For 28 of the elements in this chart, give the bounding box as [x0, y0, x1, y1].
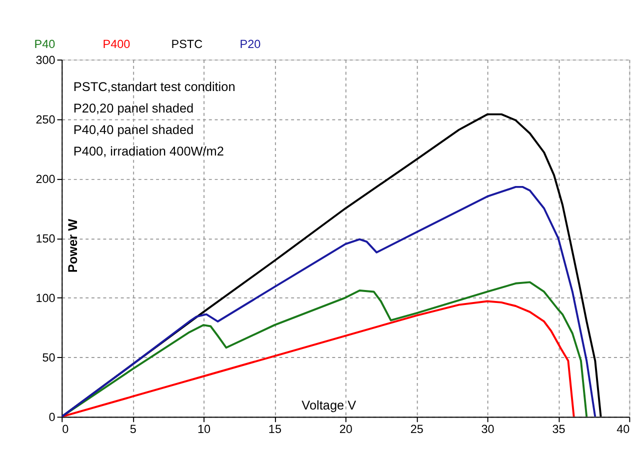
annotation: P40,40 panel shaded [73, 122, 194, 137]
y-tick-label: 250 [36, 113, 56, 126]
x-tick-label: 5 [130, 422, 137, 436]
y-tick-label: 0 [48, 411, 56, 424]
annotation: P400, irradiation 400W/m2 [73, 143, 224, 158]
x-tick-label: 15 [268, 422, 282, 436]
x-tick-label: 20 [339, 422, 353, 436]
annotation: P20,20 panel shaded [73, 100, 194, 116]
text: P400 [102, 38, 131, 51]
x-tick-label: 35 [552, 422, 566, 436]
x-tick-label: 10 [197, 422, 212, 436]
line-series [62, 300, 575, 417]
text: P40 [34, 38, 56, 51]
x-tick-label: 25 [410, 422, 424, 436]
y-tick-label: 50 [42, 352, 56, 365]
x-tick-label: 0 [62, 422, 70, 436]
text: P20 [240, 38, 262, 51]
y-tick-label: 200 [36, 173, 56, 186]
y-tick-label: 100 [36, 292, 56, 306]
y-tick-label: 300 [36, 54, 56, 67]
x-tick-label: 30 [481, 422, 495, 436]
y-axis-title: Power W [64, 218, 80, 273]
x-axis-title: Voltage V [302, 397, 357, 412]
text: PSTC [171, 38, 204, 51]
y-tick-label: 150 [36, 232, 56, 246]
x-tick-label: 40 [616, 422, 630, 436]
annotation: PSTC,standart test condition [73, 78, 236, 94]
line-series [62, 186, 596, 417]
